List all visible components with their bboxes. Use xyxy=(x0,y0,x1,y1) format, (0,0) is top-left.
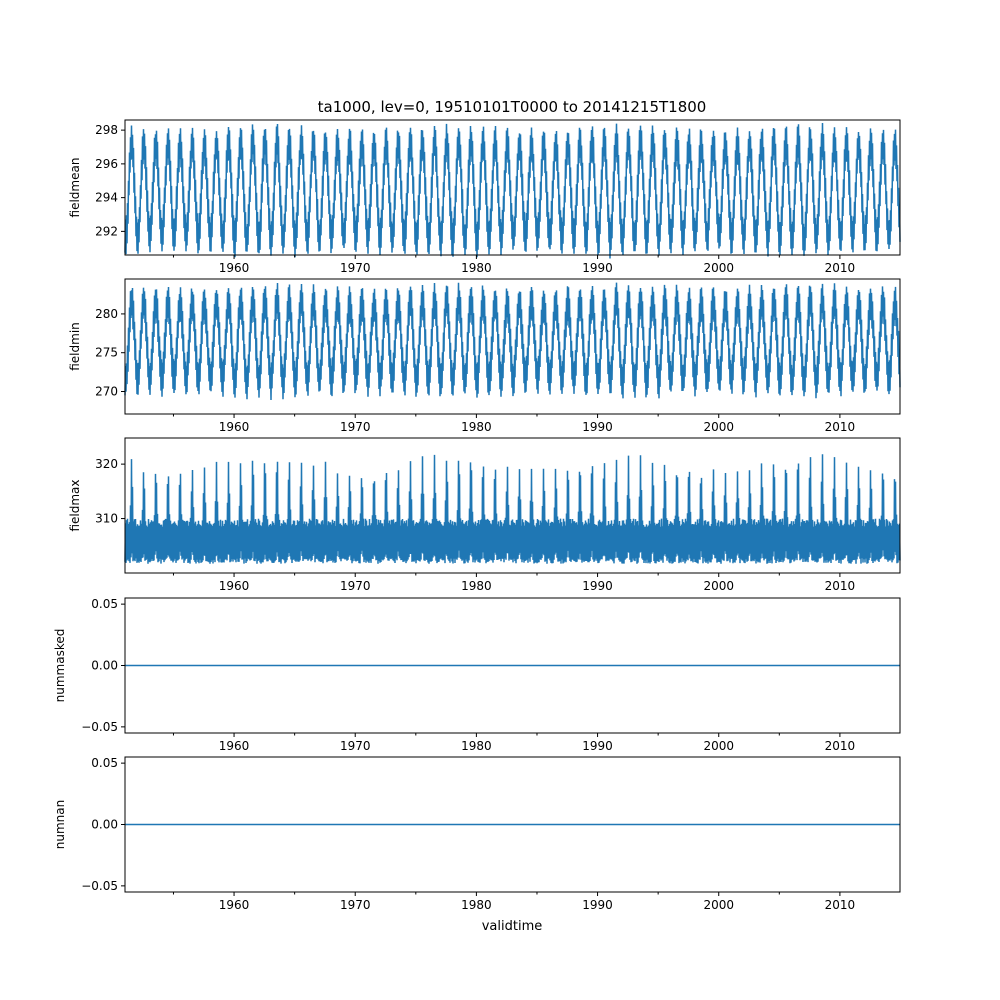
y-tick-label: 0.00 xyxy=(91,659,118,673)
x-tick-label: 1960 xyxy=(219,739,250,753)
y-tick-label: 275 xyxy=(95,346,118,360)
y-tick-label: −0.05 xyxy=(81,879,118,893)
x-tick-label: 1970 xyxy=(340,261,371,275)
axes-frame xyxy=(124,437,901,574)
y-axis-label: fieldmin xyxy=(68,322,82,371)
x-tick-label: 1990 xyxy=(582,261,613,275)
series-line-fieldmax xyxy=(124,454,901,564)
y-tick-label: 270 xyxy=(95,385,118,399)
y-tick-label: 310 xyxy=(95,512,118,526)
series-line-fieldmean xyxy=(124,122,901,259)
y-tick-label: 298 xyxy=(95,123,118,137)
x-tick-label: 1980 xyxy=(461,261,492,275)
x-tick-label: 1980 xyxy=(461,579,492,593)
panel-numnan: 1960 1970 1980 1990 2000 2010 −0.05 0.00 0.05 num… xyxy=(53,756,901,912)
y-tick-label: 294 xyxy=(95,191,118,205)
panel-fieldmax: 1960 1970 1980 1990 2000 2010 310 320 fieldmax xyxy=(68,437,901,593)
y-tick-label: −0.05 xyxy=(81,720,118,734)
x-tick-label: 2010 xyxy=(825,898,856,912)
y-tick-label: 280 xyxy=(95,307,118,321)
chart-title: ta1000, lev=0, 19510101T0000 to 20141215… xyxy=(318,98,707,116)
x-tick-label: 1960 xyxy=(219,261,250,275)
x-axis-label: validtime xyxy=(482,919,543,934)
x-tick-label: 1980 xyxy=(461,898,492,912)
x-tick-label: 1990 xyxy=(582,420,613,434)
axes-frame xyxy=(124,278,901,415)
x-tick-label: 1970 xyxy=(340,739,371,753)
y-tick-label: 0.05 xyxy=(91,597,118,611)
x-tick-label: 1970 xyxy=(340,898,371,912)
y-tick-label: 292 xyxy=(95,224,118,238)
x-tick-label: 1980 xyxy=(461,420,492,434)
x-tick-label: 1960 xyxy=(219,579,250,593)
panel-fieldmean: 1960 1970 1980 1990 2000 2010 292 294 296 298 fiel… xyxy=(68,119,901,275)
x-tick-label: 2000 xyxy=(703,420,734,434)
y-tick-label: 0.05 xyxy=(91,756,118,770)
y-axis-label: fieldmean xyxy=(68,158,82,218)
x-tick-label: 1970 xyxy=(340,420,371,434)
axes-frame xyxy=(124,119,901,256)
y-axis-label: numnan xyxy=(53,800,67,849)
panel-fieldmin: 1960 1970 1980 1990 2000 2010 270 275 280 fieldmi… xyxy=(68,278,901,434)
x-tick-label: 2010 xyxy=(825,420,856,434)
x-tick-label: 1970 xyxy=(340,579,371,593)
y-axis-label: nummasked xyxy=(53,629,67,703)
y-tick-label: 0.00 xyxy=(91,818,118,832)
x-tick-label: 2010 xyxy=(825,739,856,753)
y-tick-label: 296 xyxy=(95,157,118,171)
x-tick-label: 1960 xyxy=(219,420,250,434)
x-tick-label: 2000 xyxy=(703,579,734,593)
x-tick-label: 1990 xyxy=(582,898,613,912)
x-tick-label: 2000 xyxy=(703,898,734,912)
x-tick-label: 1990 xyxy=(582,579,613,593)
x-tick-label: 2010 xyxy=(825,261,856,275)
y-axis-label: fieldmax xyxy=(68,479,82,531)
x-tick-label: 1960 xyxy=(219,898,250,912)
x-tick-label: 2000 xyxy=(703,261,734,275)
x-tick-label: 2010 xyxy=(825,579,856,593)
y-tick-label: 320 xyxy=(95,457,118,471)
x-tick-label: 2000 xyxy=(703,739,734,753)
panel-nummasked: 1960 1970 1980 1990 2000 2010 −0.05 0.00 0.05 num… xyxy=(53,597,901,753)
x-tick-label: 1990 xyxy=(582,739,613,753)
x-tick-label: 1980 xyxy=(461,739,492,753)
series-line-fieldmin xyxy=(124,282,901,401)
